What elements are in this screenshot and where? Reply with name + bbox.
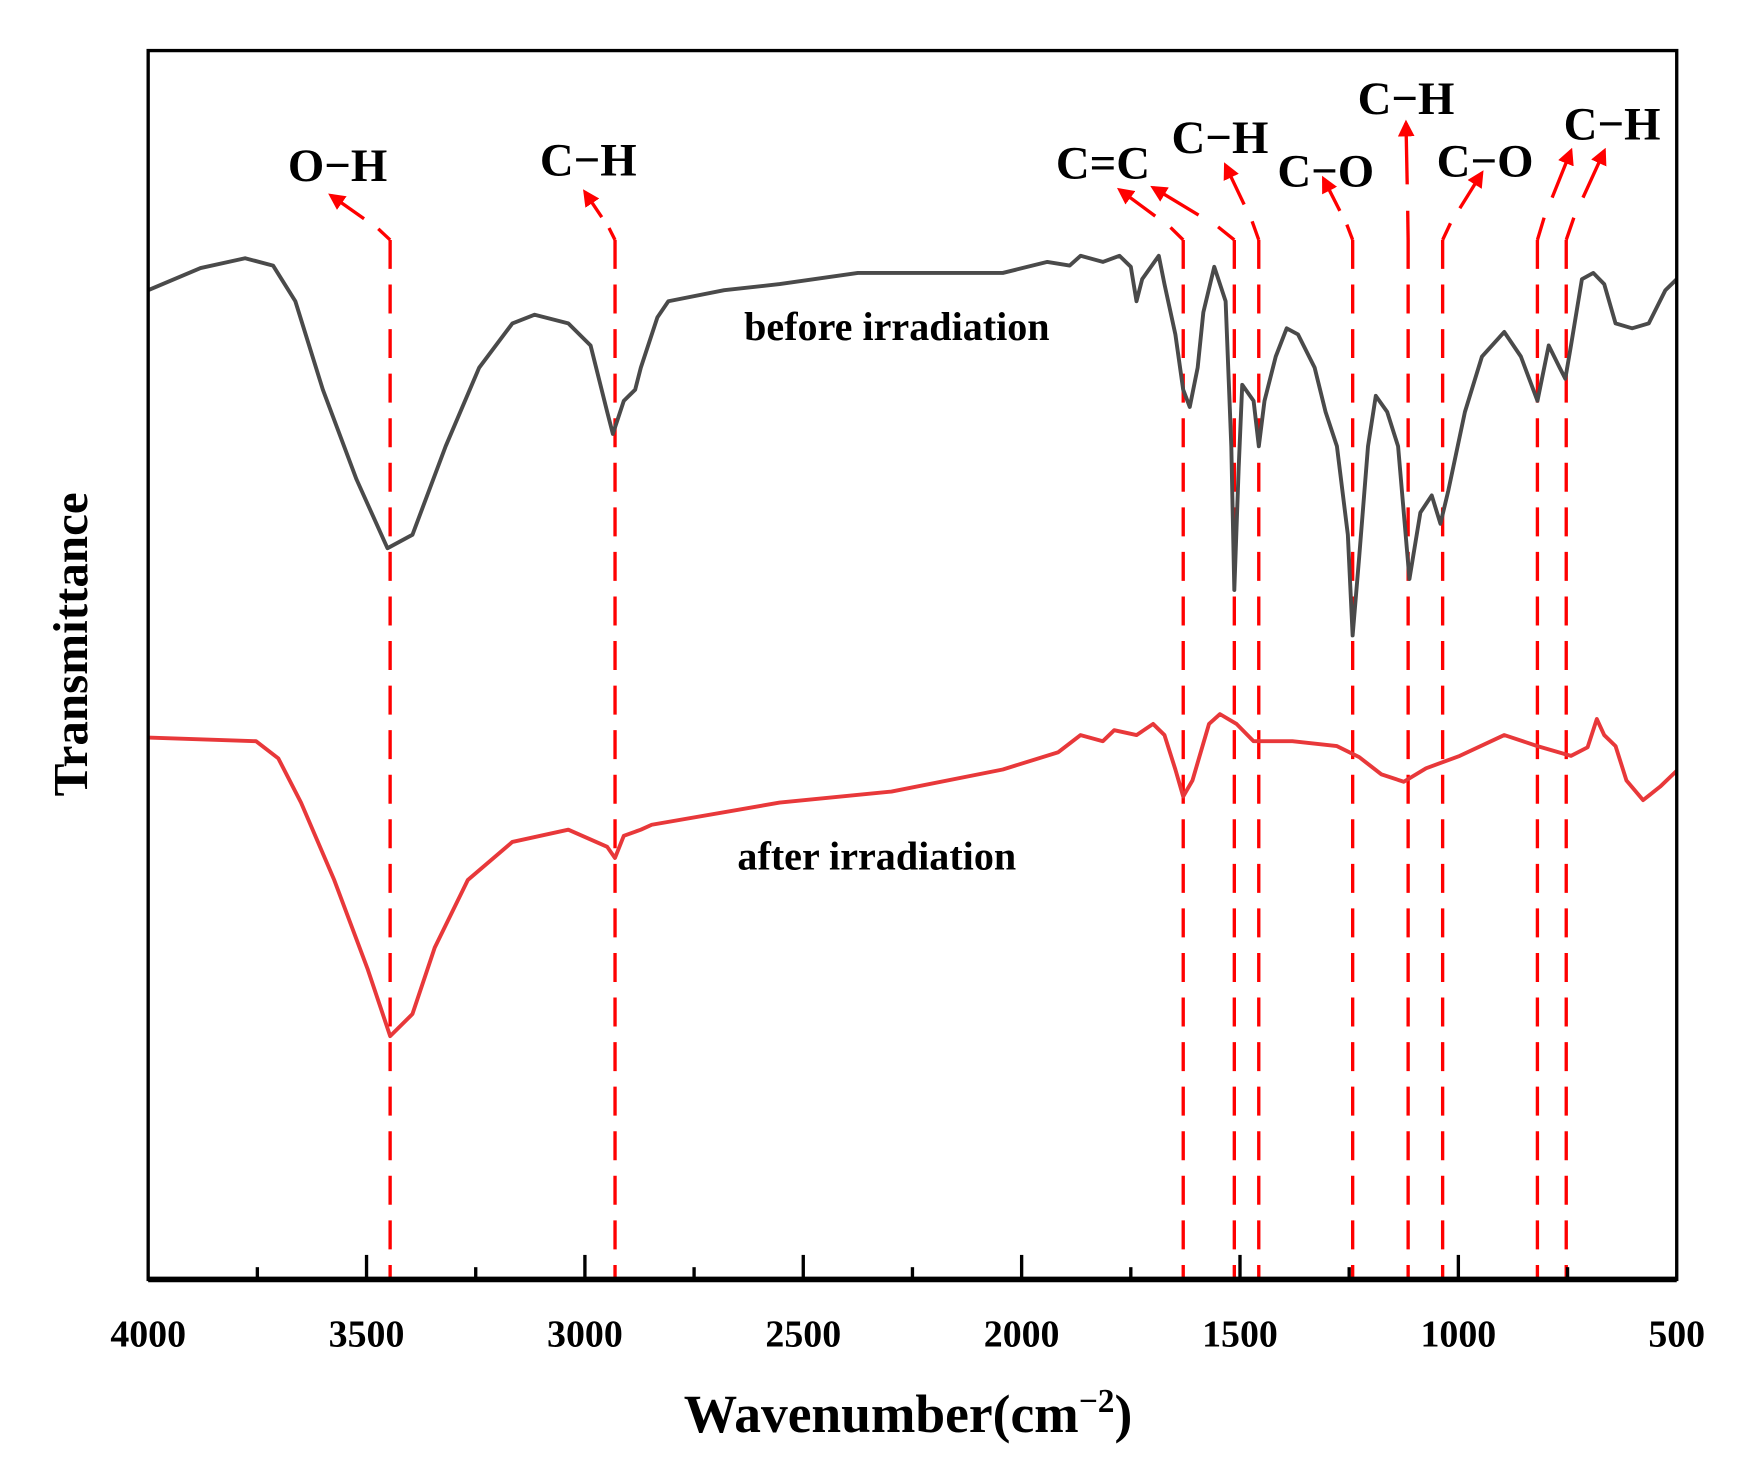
x-axis-label-sup: −2 bbox=[1079, 1383, 1115, 1420]
annotation-arrow bbox=[583, 189, 604, 219]
x-tick-label: 500 bbox=[1648, 1313, 1705, 1355]
series-line-after bbox=[148, 712, 1679, 1039]
peak-annotation-label: C−H bbox=[1358, 73, 1455, 125]
annotation-arrow bbox=[1116, 187, 1157, 218]
x-axis-label-close: ) bbox=[1114, 1384, 1132, 1444]
y-axis-label: Transmittance bbox=[43, 492, 98, 796]
x-tick-label: 2000 bbox=[984, 1313, 1060, 1355]
peak-annotation-label: O−H bbox=[288, 140, 387, 192]
annotation-arrow bbox=[1550, 147, 1574, 199]
reference-lines bbox=[328, 119, 1607, 1280]
annotation-arrow bbox=[1223, 162, 1246, 206]
peak-annotation-label: C−H bbox=[540, 134, 637, 186]
x-axis-label: Wavenumber(cm−2) bbox=[684, 1383, 1133, 1444]
annotations: O−H C−H C=C C−HC−OC−HC−OC−H bbox=[288, 73, 1661, 197]
annotation-arrow bbox=[328, 193, 366, 221]
reference-line-bend bbox=[377, 227, 392, 242]
annotation-arrow bbox=[1150, 185, 1200, 217]
series-group bbox=[147, 253, 1679, 1039]
series-line-before bbox=[147, 253, 1679, 638]
x-tick-label: 1500 bbox=[1202, 1313, 1278, 1355]
reference-line-bend bbox=[1217, 225, 1236, 242]
annotation-arrow bbox=[1581, 147, 1607, 199]
reference-line-bend bbox=[1169, 226, 1185, 242]
series-label-after: after irradiation bbox=[737, 833, 1016, 878]
x-tick-label: 3500 bbox=[329, 1313, 405, 1355]
x-ticks: 4000 3500 3000 2500 2000 1500 1000 500 bbox=[110, 1254, 1705, 1355]
reference-line-bend bbox=[1250, 220, 1261, 241]
x-tick-label: 3000 bbox=[547, 1313, 623, 1355]
x-tick-label: 1000 bbox=[1421, 1313, 1497, 1355]
plot-frame bbox=[146, 48, 1679, 1282]
x-axis-label-main: Wavenumber(cm bbox=[684, 1384, 1079, 1444]
x-tick-label: 2500 bbox=[765, 1313, 841, 1355]
annotation-arrow bbox=[1322, 175, 1342, 212]
series-label-before: before irradiation bbox=[744, 304, 1049, 349]
reference-line-bend bbox=[607, 227, 617, 241]
peak-annotation-label: C−O bbox=[1437, 135, 1534, 187]
reference-line-bend bbox=[1441, 222, 1452, 241]
peak-annotation-label: C−H bbox=[1172, 112, 1269, 164]
reference-line-bend bbox=[1564, 217, 1576, 241]
peak-annotation-label: C−H bbox=[1564, 99, 1661, 151]
annotation-arrow bbox=[1458, 170, 1484, 210]
annotation-arrow bbox=[1397, 119, 1415, 185]
x-tick-label: 4000 bbox=[110, 1313, 186, 1355]
reference-line-bend bbox=[1345, 224, 1355, 241]
peak-annotation-label: C−O bbox=[1277, 145, 1374, 197]
reference-line-bend bbox=[1535, 217, 1546, 241]
peak-annotation-label: C=C bbox=[1056, 138, 1150, 190]
